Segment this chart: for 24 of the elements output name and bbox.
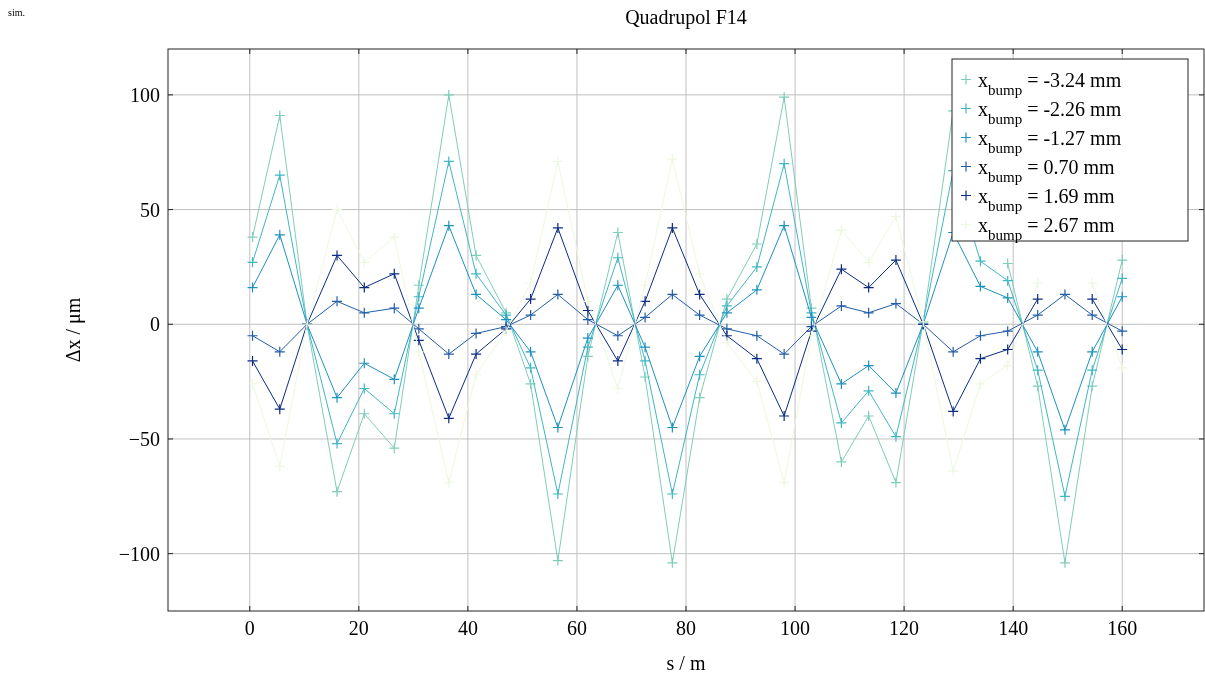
x-tick-label: 20 (348, 617, 369, 639)
y-tick-label: −50 (128, 427, 160, 450)
y-tick-label: −100 (118, 542, 160, 565)
legend-label: x$_{bump}$ = 0.70 mm (978, 155, 1116, 185)
y-tick-label: 100 (130, 83, 160, 106)
legend-label: x$_{bump}$ = 2.67 mm (978, 213, 1116, 243)
legend-label: x$_{bump}$ = -3.24 mm (978, 68, 1122, 98)
y-tick-label: 50 (140, 198, 160, 221)
y-axis-title: Δx / μm (62, 297, 85, 363)
legend-label: x$_{bump}$ = -1.27 mm (978, 126, 1122, 156)
x-tick-label: 100 (780, 617, 811, 639)
x-tick-label: 60 (566, 617, 587, 639)
x-tick-label: 40 (457, 617, 478, 639)
x-tick-label: 160 (1107, 617, 1138, 639)
legend-label: x$_{bump}$ = -2.26 mm (978, 97, 1122, 127)
chart-title: Quadrupol F14 (625, 6, 747, 29)
text: sim. (8, 7, 25, 18)
x-tick-label: 0 (244, 617, 255, 639)
y-tick-label: 0 (150, 313, 160, 336)
x-tick-label: 120 (889, 617, 920, 639)
x-tick-label: 80 (676, 617, 696, 639)
legend-label: x$_{bump}$ = 1.69 mm (978, 184, 1116, 214)
x-tick-label: 140 (998, 617, 1029, 639)
x-axis-title: s / m (666, 652, 706, 674)
